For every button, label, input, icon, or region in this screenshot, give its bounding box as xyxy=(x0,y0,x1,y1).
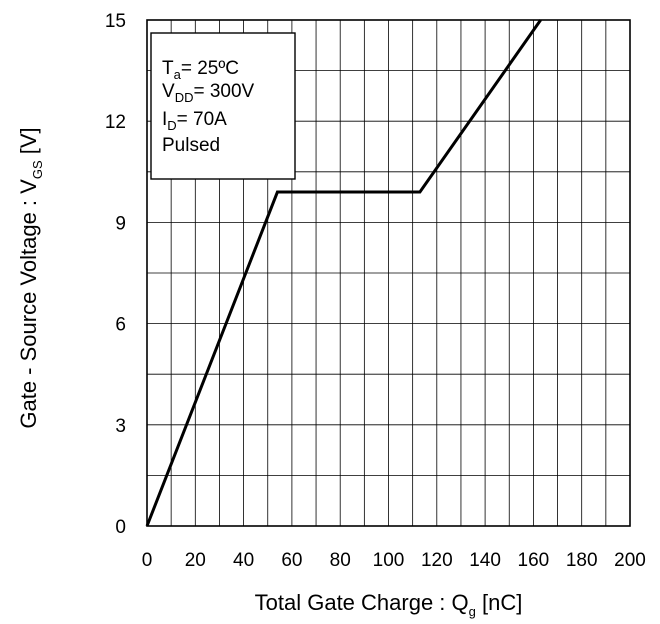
x-tick-label: 20 xyxy=(185,550,206,571)
y-tick-label: 3 xyxy=(115,416,126,437)
x-tick-label: 40 xyxy=(233,550,254,571)
x-tick-label: 180 xyxy=(566,550,598,571)
x-tick-label: 120 xyxy=(421,550,453,571)
condition-ta: Ta= 25ºC xyxy=(162,58,239,82)
y-axis-ticks: 0 3 6 9 12 15 xyxy=(105,11,126,538)
condition-id: ID= 70A xyxy=(162,109,227,133)
x-axis-title: Total Gate Charge : Qg [nC] xyxy=(255,590,523,619)
y-tick-label: 9 xyxy=(115,213,126,234)
y-tick-label: 0 xyxy=(115,517,126,538)
plot-frame xyxy=(146,19,631,527)
x-tick-label: 200 xyxy=(614,550,646,571)
x-tick-label: 140 xyxy=(469,550,501,571)
series-layer xyxy=(145,19,542,527)
y-tick-label: 6 xyxy=(115,315,126,336)
x-tick-label: 0 xyxy=(142,550,153,571)
x-axis-ticks: 0 20 40 60 80 100 120 140 160 180 200 xyxy=(142,550,646,571)
conditions-box: Ta= 25ºC VDD= 300V ID= 70A Pulsed xyxy=(150,32,296,180)
conditions-box-frame xyxy=(150,32,296,180)
condition-pulsed: Pulsed xyxy=(162,135,220,156)
y-axis-title: Gate - Source Voltage : VGS [V] xyxy=(16,127,45,428)
y-tick-label: 12 xyxy=(105,112,126,133)
x-tick-label: 160 xyxy=(518,550,550,571)
x-tick-label: 100 xyxy=(373,550,405,571)
series-line xyxy=(145,19,542,527)
x-tick-label: 80 xyxy=(330,550,351,571)
y-tick-label: 15 xyxy=(105,11,126,32)
condition-vdd: VDD= 300V xyxy=(162,81,255,105)
x-tick-label: 60 xyxy=(281,550,302,571)
